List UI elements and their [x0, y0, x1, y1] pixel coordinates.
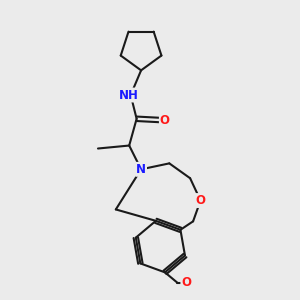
Text: NH: NH	[119, 88, 139, 101]
Text: O: O	[196, 194, 206, 207]
Text: O: O	[181, 276, 191, 289]
Text: O: O	[160, 114, 170, 127]
Text: N: N	[136, 163, 146, 176]
